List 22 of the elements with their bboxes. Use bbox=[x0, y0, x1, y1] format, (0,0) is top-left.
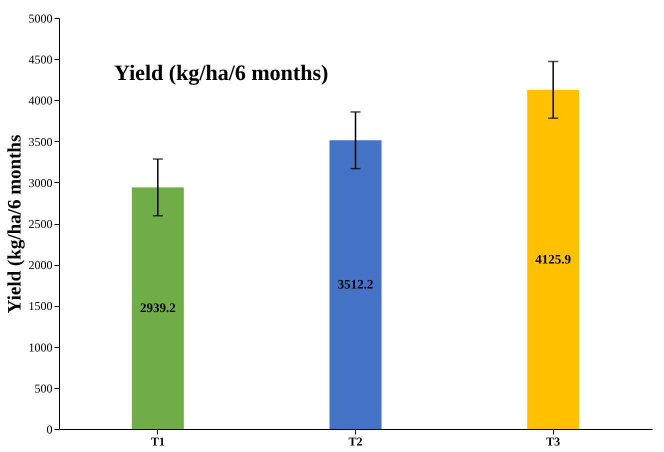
x-tick-label: T3 bbox=[546, 434, 560, 448]
y-tick-label: 2000 bbox=[28, 258, 52, 272]
bar bbox=[132, 187, 184, 429]
y-tick-label: 3000 bbox=[28, 176, 52, 190]
y-tick-label: 1500 bbox=[28, 299, 52, 314]
y-tick-label: 500 bbox=[34, 381, 52, 396]
y-tick-label: 4000 bbox=[28, 94, 52, 108]
y-tick-label: 1000 bbox=[28, 340, 52, 354]
x-tick-label: T2 bbox=[348, 434, 363, 448]
y-tick-label: 5000 bbox=[28, 12, 52, 26]
data-label: 2939.2 bbox=[140, 300, 176, 316]
data-label: 3512.2 bbox=[338, 276, 374, 292]
text: Yield (kg/ha/6 months) bbox=[114, 60, 328, 85]
y-tick-label: 2500 bbox=[28, 217, 52, 231]
y-tick-label: 4500 bbox=[28, 52, 52, 67]
data-label: 4125.9 bbox=[535, 251, 572, 266]
x-tick-label: T1 bbox=[150, 434, 165, 448]
bar bbox=[527, 90, 580, 429]
y-tick-label: 3500 bbox=[28, 134, 52, 149]
y-tick-label: 0 bbox=[46, 422, 52, 436]
y-axis-title: Yield (kg/ha/6 months bbox=[4, 134, 26, 314]
bar bbox=[330, 140, 382, 429]
